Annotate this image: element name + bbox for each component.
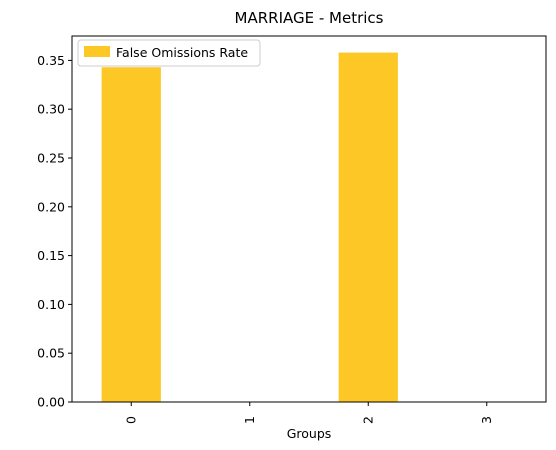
y-tick-label: 0.30	[37, 102, 65, 117]
x-axis-label: Groups	[287, 426, 332, 441]
y-tick-label: 0.20	[37, 199, 65, 214]
legend: False Omissions Rate	[77, 39, 261, 67]
x-tick-label: 3	[479, 416, 494, 424]
bars-group	[101, 52, 398, 403]
x-axis: 0 1 2 3	[123, 402, 494, 424]
x-tick-label: 0	[123, 416, 138, 424]
bar-0	[101, 67, 161, 403]
y-tick-label: 0.10	[37, 297, 65, 312]
x-tick-label: 2	[360, 416, 375, 424]
legend-label: False Omissions Rate	[116, 45, 248, 60]
y-tick-label: 0.05	[37, 346, 65, 361]
plot-frame	[71, 35, 547, 403]
x-tick-label: 1	[242, 416, 257, 424]
y-tick-label: 0.15	[37, 248, 65, 263]
legend-box	[77, 39, 261, 67]
legend-swatch	[84, 46, 110, 57]
y-tick-label: 0.00	[37, 395, 65, 410]
y-tick-label: 0.25	[37, 151, 65, 166]
y-tick-label: 0.35	[37, 53, 65, 68]
chart-title: MARRIAGE - Metrics	[235, 9, 384, 27]
bar-2	[338, 52, 398, 402]
y-axis: 0.00 0.05 0.10 0.15 0.20 0.25 0.30 0.35	[37, 53, 72, 410]
